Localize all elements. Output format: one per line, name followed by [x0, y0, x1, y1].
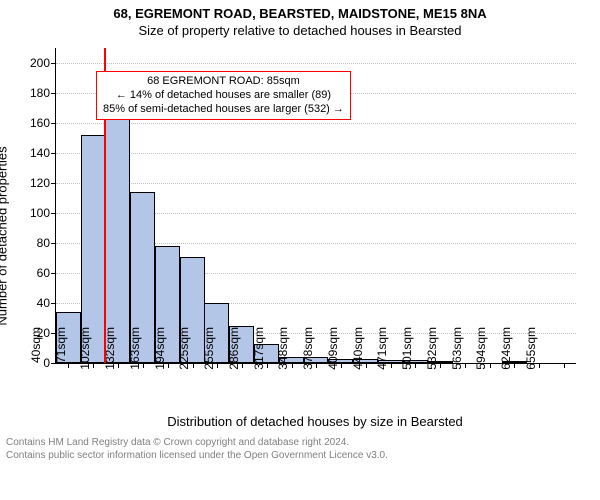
x-tick-label: 255sqm: [202, 327, 216, 371]
x-tick-mark: [68, 363, 69, 368]
x-tick-label: 409sqm: [326, 327, 340, 371]
x-tick-mark: [490, 363, 491, 368]
annotation-line: ← 14% of detached houses are smaller (89…: [103, 89, 344, 103]
y-tick-label: 180: [30, 86, 56, 100]
y-tick-label: 120: [30, 176, 56, 190]
footer-attribution: Contains HM Land Registry data © Crown c…: [0, 433, 600, 462]
x-tick-mark: [217, 363, 218, 368]
footer-line: Contains HM Land Registry data © Crown c…: [6, 437, 594, 450]
x-tick-label: 163sqm: [128, 327, 142, 371]
y-tick-label: 200: [30, 56, 56, 70]
x-tick-label: 378sqm: [301, 327, 315, 371]
x-tick-mark: [415, 363, 416, 368]
page-title: 68, EGREMONT ROAD, BEARSTED, MAIDSTONE, …: [0, 0, 600, 21]
x-tick-mark: [168, 363, 169, 368]
grid-line: [56, 153, 576, 154]
x-tick-label: 563sqm: [450, 327, 464, 371]
x-tick-mark: [366, 363, 367, 368]
y-tick-label: 140: [30, 146, 56, 160]
page-subtitle: Size of property relative to detached ho…: [0, 21, 600, 38]
grid-line: [56, 183, 576, 184]
x-tick-label: 225sqm: [177, 327, 191, 371]
x-tick-mark: [440, 363, 441, 368]
x-tick-label: 532sqm: [425, 327, 439, 371]
footer-line: Contains public sector information licen…: [6, 450, 594, 463]
x-tick-mark: [316, 363, 317, 368]
x-tick-label: 317sqm: [252, 327, 266, 371]
grid-line: [56, 63, 576, 64]
x-tick-mark: [93, 363, 94, 368]
x-tick-mark: [267, 363, 268, 368]
x-tick-label: 194sqm: [153, 327, 167, 371]
x-tick-label: 286sqm: [227, 327, 241, 371]
x-tick-label: 501sqm: [400, 327, 414, 371]
x-tick-mark: [391, 363, 392, 368]
y-tick-label: 40: [37, 296, 56, 310]
x-axis-title: Distribution of detached houses by size …: [55, 414, 575, 429]
x-tick-mark: [292, 363, 293, 368]
annotation-line: 85% of semi-detached houses are larger (…: [103, 103, 344, 117]
grid-line: [56, 123, 576, 124]
x-tick-label: 471sqm: [375, 327, 389, 371]
x-tick-label: 440sqm: [351, 327, 365, 371]
x-tick-mark: [564, 363, 565, 368]
y-tick-label: 80: [37, 236, 56, 250]
histogram-bar: [105, 114, 130, 363]
y-tick-label: 60: [37, 266, 56, 280]
y-axis-label: Number of detached properties: [0, 146, 10, 325]
x-tick-mark: [539, 363, 540, 368]
annotation-line: 68 EGREMONT ROAD: 85sqm: [103, 75, 344, 89]
x-tick-label: 624sqm: [499, 327, 513, 371]
x-tick-label: 40sqm: [29, 327, 43, 371]
x-tick-mark: [242, 363, 243, 368]
x-tick-mark: [118, 363, 119, 368]
y-tick-label: 160: [30, 116, 56, 130]
y-tick-label: 100: [30, 206, 56, 220]
x-tick-mark: [143, 363, 144, 368]
x-tick-label: 594sqm: [474, 327, 488, 371]
x-tick-mark: [193, 363, 194, 368]
x-tick-mark: [341, 363, 342, 368]
x-tick-label: 71sqm: [54, 327, 68, 371]
x-tick-label: 348sqm: [276, 327, 290, 371]
chart-container: Number of detached properties 0204060801…: [0, 38, 600, 433]
x-tick-label: 102sqm: [78, 327, 92, 371]
x-tick-label: 655sqm: [524, 327, 538, 371]
x-tick-mark: [514, 363, 515, 368]
annotation-box: 68 EGREMONT ROAD: 85sqm ← 14% of detache…: [96, 71, 351, 120]
plot-area: 02040608010012014016018020040sqm71sqm102…: [55, 48, 576, 364]
x-tick-mark: [465, 363, 466, 368]
